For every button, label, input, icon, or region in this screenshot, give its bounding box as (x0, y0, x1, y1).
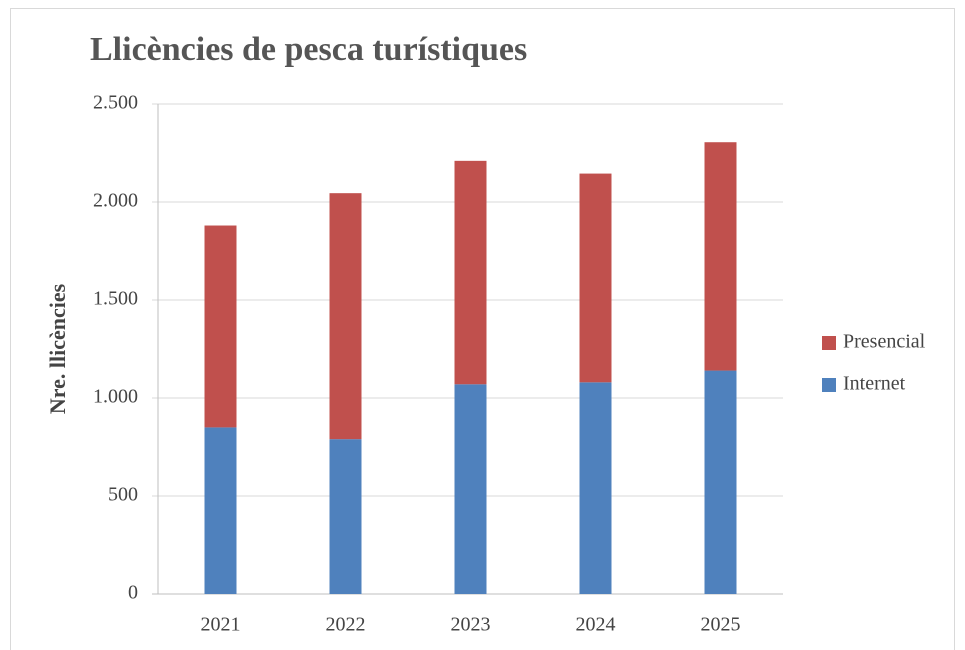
x-tick-label: 2025 (701, 614, 741, 636)
chart-title: Llicències de pesca turístiques (90, 31, 527, 68)
y-tick-label: 1.000 (93, 386, 138, 408)
y-tick-label: 0 (128, 582, 138, 604)
x-tick-label: 2023 (451, 614, 491, 636)
bar-segment (579, 173, 612, 383)
y-tick-label: 1.500 (93, 288, 138, 310)
bar-segment (204, 427, 237, 594)
x-tick-label: 2022 (326, 614, 366, 636)
x-tick-label: 2021 (201, 614, 241, 636)
legend-swatch (822, 378, 836, 392)
bar-segment (704, 142, 737, 371)
legend-label: Internet (843, 373, 906, 395)
y-axis-label: Nre. llicències (45, 283, 70, 414)
legend-label: Presencial (843, 331, 926, 353)
bar-segment (454, 160, 487, 385)
x-tick-label: 2024 (576, 614, 616, 636)
bar-segment (329, 439, 362, 594)
legend-swatch (822, 336, 836, 350)
bar-segment (204, 225, 237, 428)
y-tick-label: 2.000 (93, 190, 138, 212)
bar-segment (329, 193, 362, 440)
bar-segment (579, 382, 612, 594)
bar-segment (704, 370, 737, 594)
y-tick-label: 2.500 (93, 92, 138, 114)
bar-segment (454, 384, 487, 594)
y-tick-label: 500 (108, 484, 138, 506)
